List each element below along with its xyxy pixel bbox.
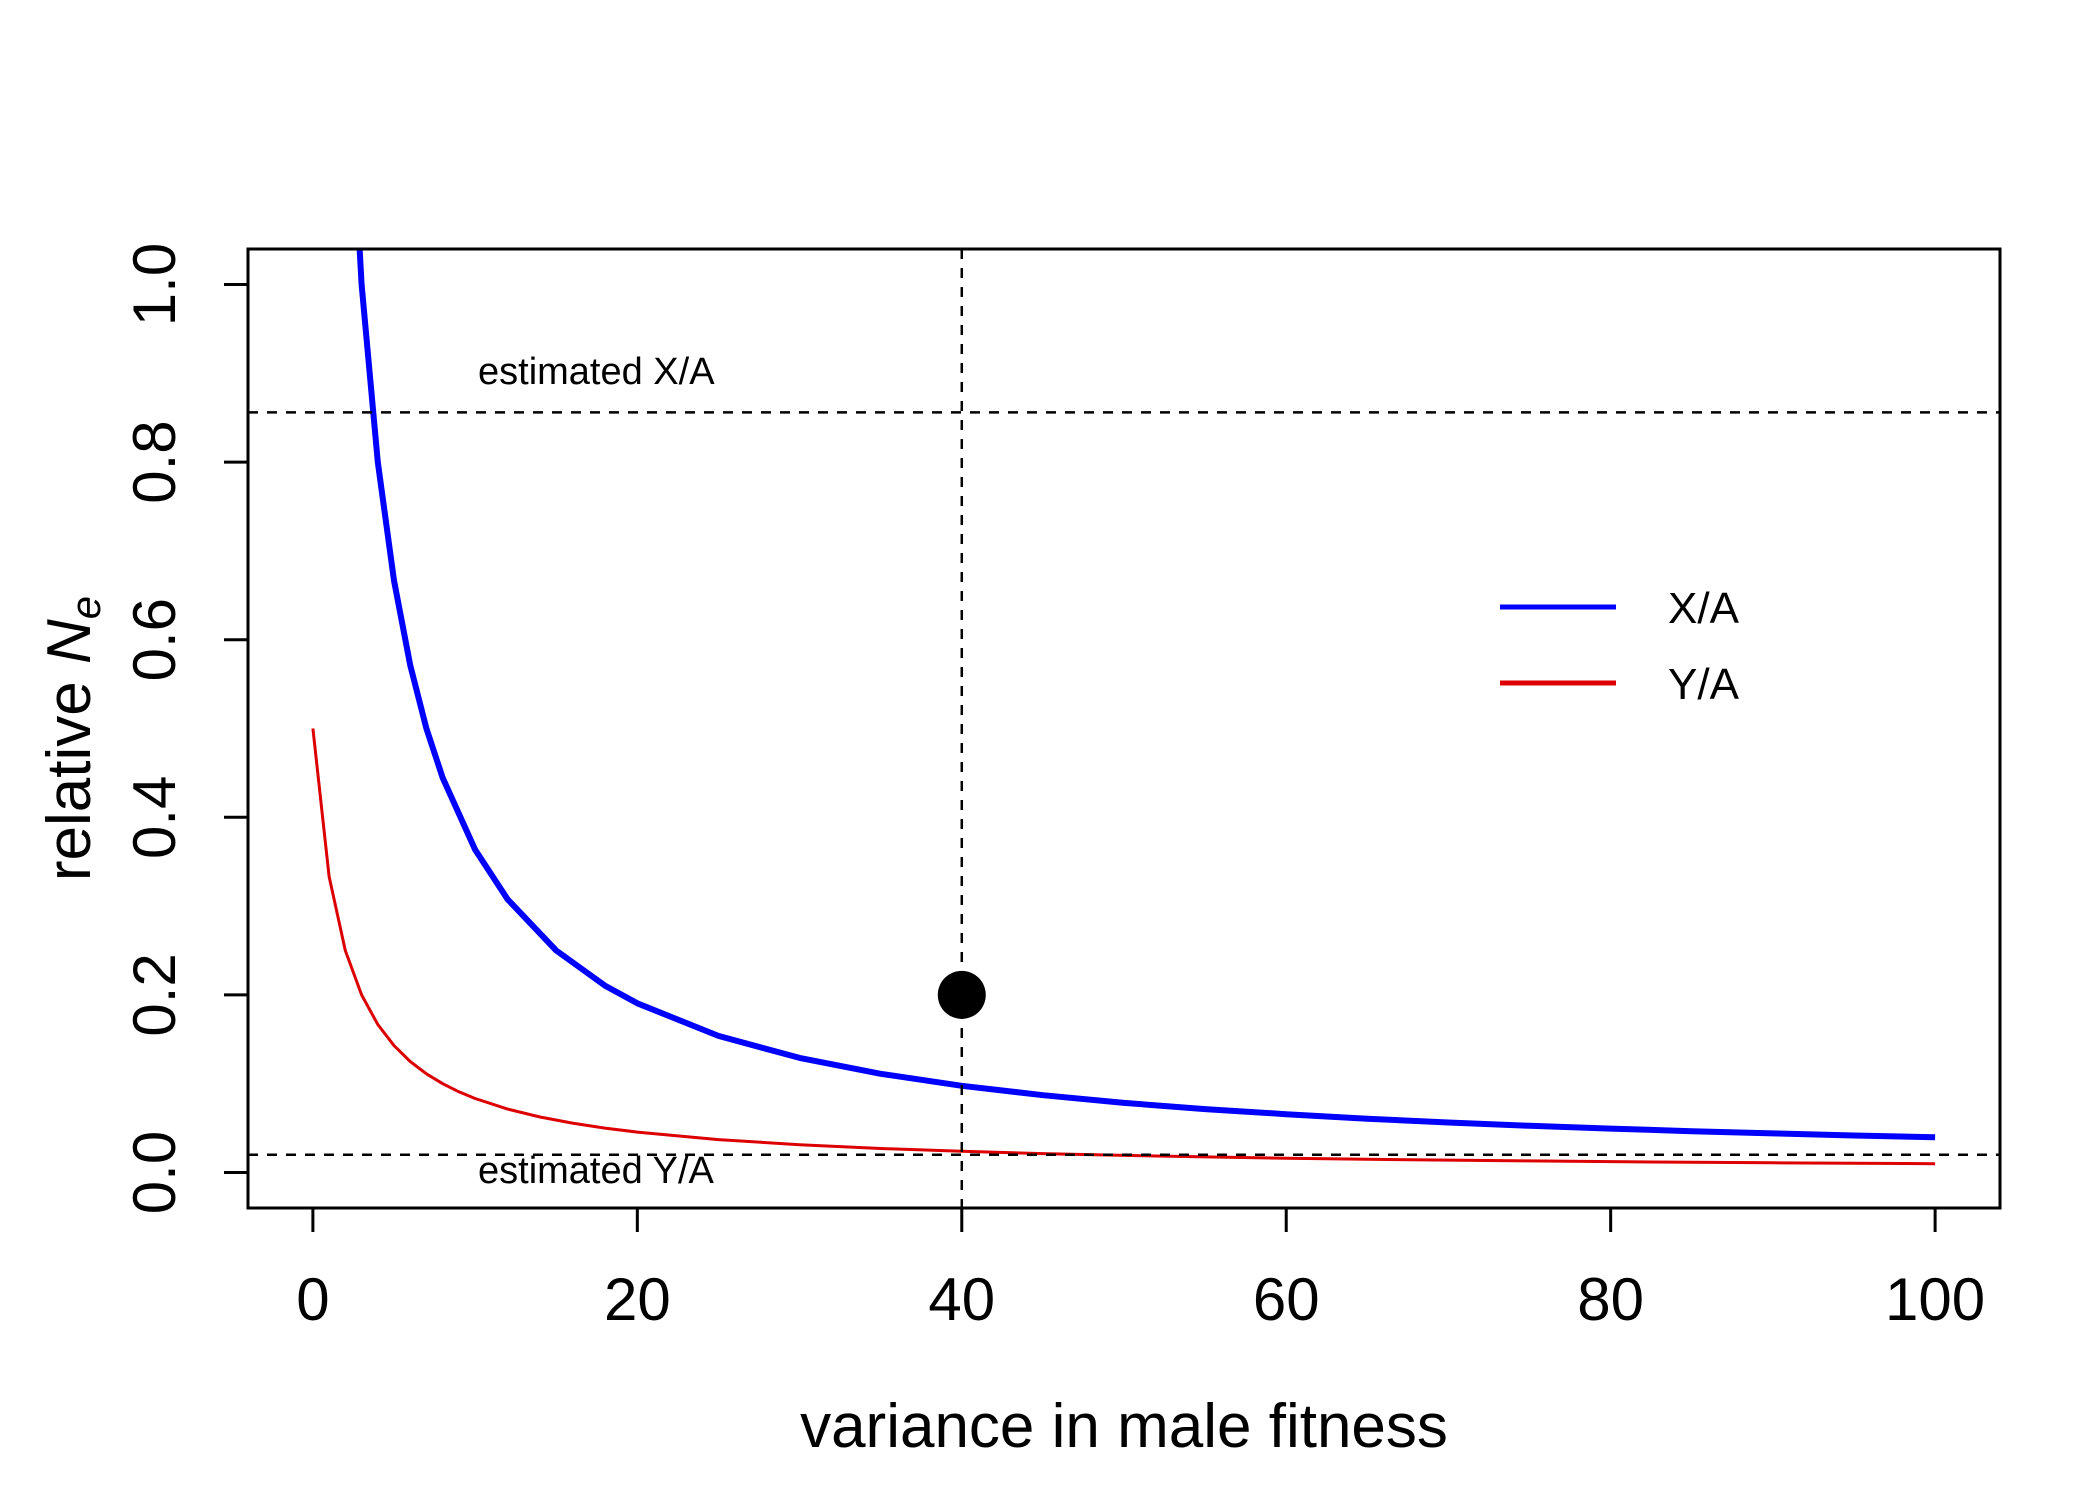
series-line-x-a bbox=[356, 249, 1936, 1141]
x-tick-label: 20 bbox=[604, 1266, 671, 1333]
highlight-point-layer bbox=[937, 970, 986, 1019]
x-tick-label: 60 bbox=[1253, 1266, 1320, 1333]
y-tick-label: 0.0 bbox=[121, 1131, 188, 1214]
y-axis-label-prefix: relative bbox=[35, 664, 104, 881]
reference-line-label-2: estimated Y/A bbox=[478, 1150, 715, 1192]
x-tick-label: 100 bbox=[1885, 1266, 1985, 1333]
series-line-y-a bbox=[311, 728, 1936, 1166]
y-axis-label-subscript: e bbox=[62, 596, 109, 619]
legend: X/A Y/A bbox=[1500, 584, 1740, 709]
y-tick-label: 0.6 bbox=[121, 598, 188, 681]
reference-lines bbox=[248, 249, 2000, 1208]
y-axis-label: relative Ne bbox=[35, 596, 109, 881]
series-layer bbox=[311, 249, 1936, 1166]
y-tick-label: 0.8 bbox=[121, 420, 188, 503]
x-tick-label: 80 bbox=[1577, 1266, 1644, 1333]
y-tick-label: 0.4 bbox=[121, 776, 188, 859]
x-tick-label: 40 bbox=[928, 1266, 995, 1333]
highlight-point bbox=[937, 970, 986, 1019]
x-axis: 0 20 40 60 80 100 bbox=[296, 1206, 1985, 1333]
legend-label-y-a: Y/A bbox=[1668, 660, 1740, 709]
y-tick-label: 0.2 bbox=[121, 953, 188, 1036]
x-axis-label: variance in male fitness bbox=[800, 1392, 1448, 1461]
y-axis: 0.0 0.2 0.4 0.6 0.8 1.0 bbox=[121, 243, 250, 1214]
y-axis-label-symbol: N bbox=[35, 619, 104, 664]
annotations: estimated X/A estimated Y/A bbox=[478, 351, 715, 1192]
legend-label-x-a: X/A bbox=[1668, 584, 1740, 633]
x-tick-label: 0 bbox=[296, 1266, 329, 1333]
y-tick-label: 1.0 bbox=[121, 243, 188, 326]
reference-line-label-1: estimated X/A bbox=[478, 351, 715, 393]
